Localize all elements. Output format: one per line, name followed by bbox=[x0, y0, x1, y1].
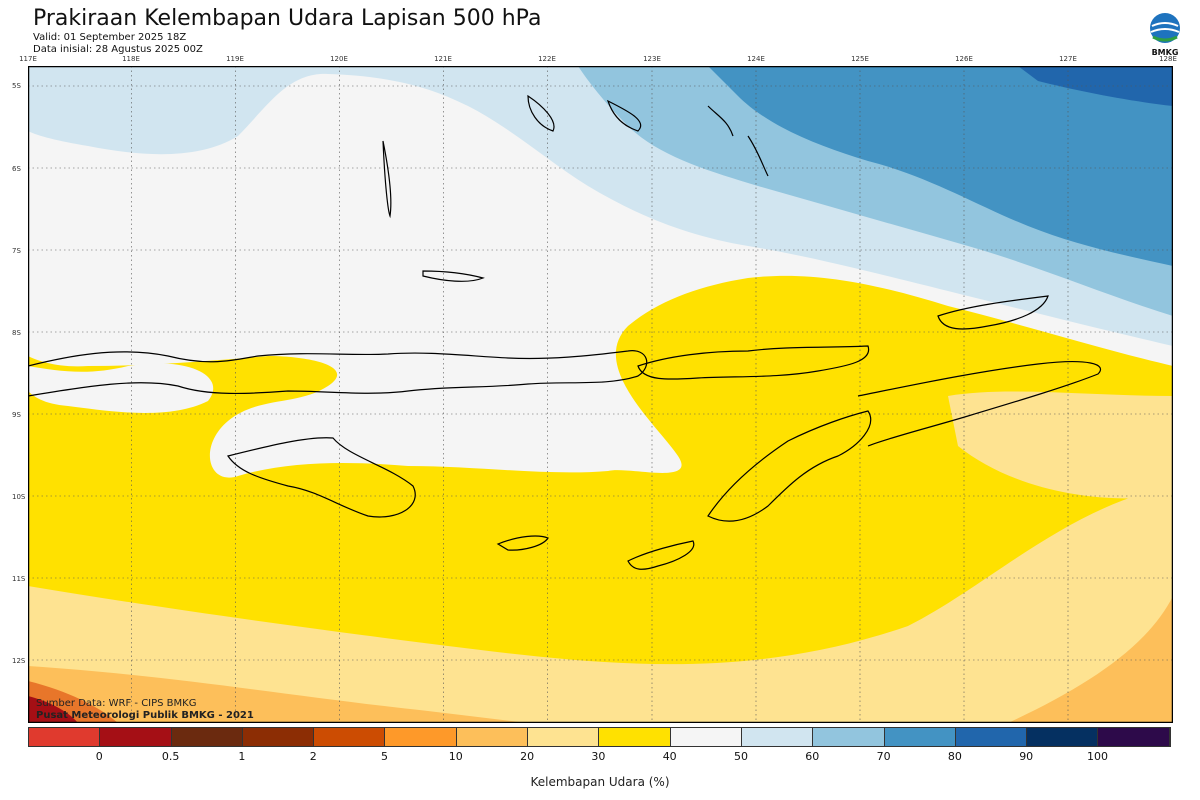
data-source: Sumber Data: WRF - CIPS BMKG bbox=[36, 698, 197, 709]
lat-label: 5S bbox=[12, 82, 21, 90]
valid-time: Valid: 01 September 2025 18Z bbox=[33, 32, 187, 43]
bmkg-logo: BMKG bbox=[1150, 13, 1180, 57]
colorbar-tick-label: 90 bbox=[1019, 750, 1034, 763]
colorbar-tick-label: 1 bbox=[238, 750, 246, 763]
colorbar-swatch bbox=[171, 728, 243, 746]
organization-credit: Pusat Meteorologi Publik BMKG - 2021 bbox=[36, 710, 254, 721]
colorbar-tick-label: 60 bbox=[805, 750, 820, 763]
colorbar-swatch bbox=[670, 728, 742, 746]
islands-wakatobi bbox=[707, 105, 769, 177]
outline-east bbox=[857, 361, 1101, 447]
colorbar-tick-label: 40 bbox=[662, 750, 677, 763]
colorbar-swatch bbox=[813, 728, 885, 746]
colorbar-tick-label: 2 bbox=[309, 750, 317, 763]
island-alor-wetar bbox=[937, 295, 1049, 330]
island-selayar bbox=[422, 270, 485, 282]
colorbar-swatch bbox=[955, 728, 1028, 746]
colorbar-tick-label: 0.5 bbox=[161, 750, 180, 763]
island-rote bbox=[627, 540, 695, 570]
lon-label: 126E bbox=[955, 55, 973, 63]
lon-label: 127E bbox=[1059, 55, 1077, 63]
island-sulawesi-south bbox=[382, 140, 392, 219]
lon-label: 123E bbox=[643, 55, 661, 63]
lat-label: 7S bbox=[12, 247, 21, 255]
lat-label: 6S bbox=[12, 165, 21, 173]
island-banggai bbox=[606, 99, 642, 132]
colorbar-tick-label: 30 bbox=[591, 750, 606, 763]
zone-40-50-west bbox=[28, 363, 214, 413]
lat-label: 12S bbox=[12, 657, 26, 665]
lat-label: 11S bbox=[12, 575, 26, 583]
lon-label: 128E bbox=[1159, 55, 1177, 63]
colorbar-swatch bbox=[100, 728, 172, 746]
colorbar-swatch bbox=[242, 728, 315, 746]
lon-label: 124E bbox=[747, 55, 765, 63]
island-savu bbox=[496, 535, 549, 551]
colorbar-swatch bbox=[741, 728, 814, 746]
colorbar-tick-label: 50 bbox=[734, 750, 748, 763]
colorbar-tick-label: 0 bbox=[95, 750, 103, 763]
lon-label: 121E bbox=[434, 55, 452, 63]
zone-20-30-east-patch bbox=[948, 391, 1173, 499]
colorbar-swatch bbox=[456, 728, 529, 746]
lat-label: 8S bbox=[12, 329, 21, 337]
svg-text:BMKG: BMKG bbox=[1152, 48, 1179, 57]
colorbar-tick-label: 100 bbox=[1087, 750, 1108, 763]
colorbar-tick-label: 70 bbox=[876, 750, 891, 763]
colorbar-tick-label: 5 bbox=[381, 750, 388, 763]
lat-label: 10S bbox=[12, 493, 26, 501]
colorbar-swatch bbox=[884, 728, 956, 746]
colorbar-swatch bbox=[29, 728, 101, 746]
lon-label: 122E bbox=[538, 55, 556, 63]
island-muna-buton bbox=[527, 94, 555, 132]
lat-label: 9S bbox=[12, 411, 21, 419]
colorbar-swatch bbox=[1027, 728, 1099, 746]
lon-label: 125E bbox=[851, 55, 869, 63]
graticule bbox=[28, 66, 1173, 723]
lon-label: 118E bbox=[122, 55, 140, 63]
island-flores-east bbox=[637, 345, 870, 380]
zone-20-30 bbox=[28, 486, 1173, 723]
island-sumbawa-lombok bbox=[28, 350, 648, 397]
map-frame bbox=[28, 66, 1173, 723]
zone-70-80 bbox=[708, 66, 1173, 266]
colorbar-tick-label: 10 bbox=[448, 750, 463, 763]
zone-dry-core bbox=[28, 696, 78, 723]
colorbar-swatch bbox=[1098, 728, 1170, 746]
lon-label: 119E bbox=[226, 55, 244, 63]
colorbar bbox=[28, 727, 1171, 747]
island-sumba bbox=[227, 437, 416, 518]
colorbar-swatch bbox=[385, 728, 457, 746]
colorbar-swatch bbox=[599, 728, 671, 746]
lon-label: 120E bbox=[330, 55, 348, 63]
colorbar-swatch bbox=[314, 728, 386, 746]
humidity-map bbox=[28, 66, 1173, 723]
colorbar-tick-label: 80 bbox=[947, 750, 962, 763]
map-title: Prakiraan Kelembapan Udara Lapisan 500 h… bbox=[33, 6, 542, 31]
zone-10-20-east bbox=[1008, 596, 1173, 723]
island-timor bbox=[707, 410, 872, 522]
colorbar-tick-label: 20 bbox=[520, 750, 535, 763]
zone-10-20 bbox=[28, 666, 528, 723]
colorbar-swatch bbox=[528, 728, 600, 746]
lon-label: 117E bbox=[19, 55, 37, 63]
coastlines bbox=[28, 94, 1101, 570]
colorbar-title: Kelembapan Udara (%) bbox=[530, 775, 670, 789]
init-time: Data inisial: 28 Agustus 2025 00Z bbox=[33, 44, 203, 55]
